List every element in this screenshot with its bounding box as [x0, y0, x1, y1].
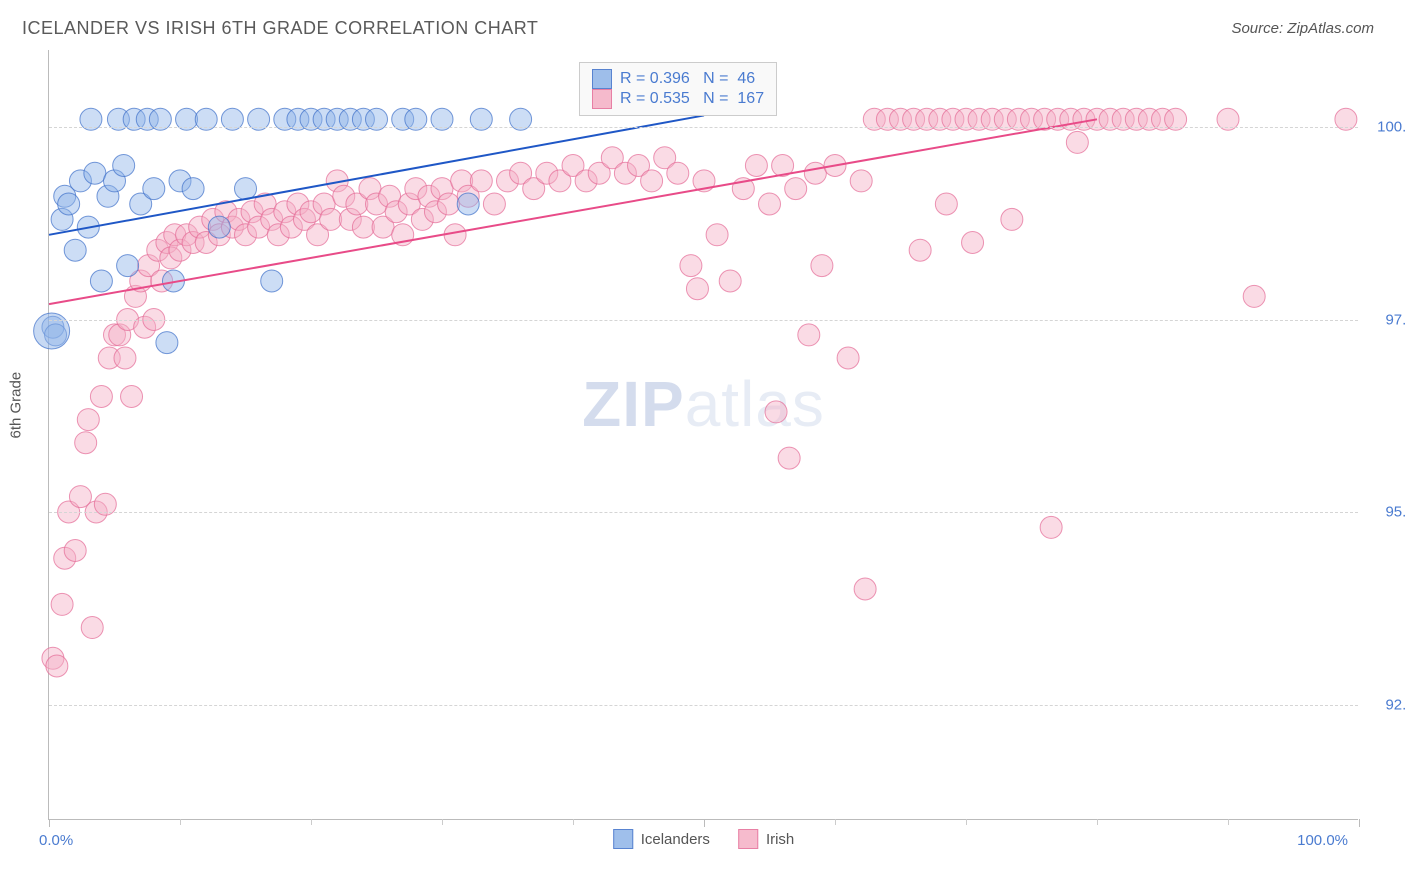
scatter-point — [962, 232, 984, 254]
scatter-point — [854, 578, 876, 600]
scatter-point — [811, 255, 833, 277]
chart-container: ICELANDER VS IRISH 6TH GRADE CORRELATION… — [0, 0, 1406, 892]
gridline — [49, 512, 1358, 513]
scatter-point — [765, 401, 787, 423]
gridline — [49, 320, 1358, 321]
scatter-point — [785, 178, 807, 200]
scatter-point — [156, 332, 178, 354]
scatter-point — [75, 432, 97, 454]
scatter-point — [745, 155, 767, 177]
scatter-point — [667, 162, 689, 184]
scatter-point — [121, 386, 143, 408]
y-tick-label: 97.5% — [1368, 311, 1406, 328]
scatter-point — [1001, 208, 1023, 230]
scatter-point — [935, 193, 957, 215]
scatter-point — [51, 593, 73, 615]
legend-swatch — [592, 69, 612, 89]
scatter-point — [58, 193, 80, 215]
gridline — [49, 705, 1358, 706]
y-tick-label: 92.5% — [1368, 696, 1406, 713]
x-tick — [835, 819, 836, 825]
y-axis-label: 6th Grade — [8, 372, 25, 439]
scatter-point — [84, 162, 106, 184]
scatter-point — [483, 193, 505, 215]
scatter-point — [113, 155, 135, 177]
scatter-point — [261, 270, 283, 292]
x-tick — [704, 819, 705, 827]
scatter-point — [457, 193, 479, 215]
scatter-point — [798, 324, 820, 346]
x-tick — [1228, 819, 1229, 825]
legend-swatch — [613, 829, 633, 849]
scatter-point — [641, 170, 663, 192]
scatter-point — [909, 239, 931, 261]
legend-swatch — [738, 829, 758, 849]
scatter-point — [837, 347, 859, 369]
scatter-point — [235, 178, 257, 200]
x-tick — [442, 819, 443, 825]
scatter-point — [77, 409, 99, 431]
stats-legend-row: R = 0.535 N = 167 — [592, 89, 764, 109]
stats-legend-row: R = 0.396 N = 46 — [592, 69, 764, 89]
scatter-point — [804, 162, 826, 184]
bottom-legend-item: Icelanders — [613, 829, 710, 849]
scatter-point — [470, 170, 492, 192]
x-tick — [311, 819, 312, 825]
scatter-point — [1243, 285, 1265, 307]
x-axis-label-max: 100.0% — [1297, 832, 1348, 849]
x-tick — [1359, 819, 1360, 827]
scatter-point — [438, 193, 460, 215]
scatter-point — [64, 540, 86, 562]
chart-title: ICELANDER VS IRISH 6TH GRADE CORRELATION… — [22, 18, 538, 39]
scatter-point — [686, 278, 708, 300]
scatter-point — [1066, 131, 1088, 153]
scatter-point — [850, 170, 872, 192]
x-tick — [966, 819, 967, 825]
bottom-legend-label: Irish — [766, 831, 794, 848]
scatter-point — [706, 224, 728, 246]
scatter-point — [759, 193, 781, 215]
scatter-point-large — [34, 313, 70, 349]
source-label: Source: ZipAtlas.com — [1231, 20, 1374, 37]
y-tick-label: 95.0% — [1368, 504, 1406, 521]
bottom-legend-item: Irish — [738, 829, 794, 849]
scatter-point — [208, 216, 230, 238]
scatter-point — [143, 178, 165, 200]
scatter-point — [352, 216, 374, 238]
scatter-point — [81, 617, 103, 639]
scatter-point — [114, 347, 136, 369]
legend-swatch — [592, 89, 612, 109]
scatter-point — [64, 239, 86, 261]
scatter-point — [320, 208, 342, 230]
scatter-point — [182, 178, 204, 200]
stats-legend-text: R = 0.535 N = 167 — [620, 90, 764, 108]
scatter-point — [719, 270, 741, 292]
y-tick-label: 100.0% — [1368, 119, 1406, 136]
scatter-point — [680, 255, 702, 277]
stats-legend: R = 0.396 N = 46 R = 0.535 N = 167 — [579, 62, 777, 116]
x-tick — [573, 819, 574, 825]
scatter-point — [46, 655, 68, 677]
scatter-point — [90, 270, 112, 292]
scatter-point — [90, 386, 112, 408]
scatter-point — [778, 447, 800, 469]
scatter-point — [1040, 516, 1062, 538]
gridline — [49, 127, 1358, 128]
x-tick — [1097, 819, 1098, 825]
stats-legend-text: R = 0.396 N = 46 — [620, 70, 755, 88]
x-tick — [49, 819, 50, 827]
scatter-point — [117, 255, 139, 277]
bottom-legend-label: Icelanders — [641, 831, 710, 848]
bottom-legend: Icelanders Irish — [613, 829, 795, 849]
x-axis-label-min: 0.0% — [39, 832, 73, 849]
plot-area: ZIPatlas 0.0% 100.0% IcelandersIrish 92.… — [48, 50, 1358, 820]
x-tick — [180, 819, 181, 825]
